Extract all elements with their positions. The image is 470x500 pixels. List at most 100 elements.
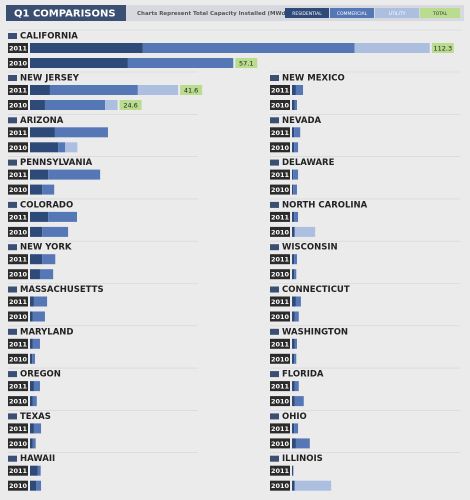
bar-segment — [293, 169, 299, 180]
state-icon — [270, 371, 279, 378]
year-label: 2011 — [271, 213, 290, 221]
year-label: 2010 — [9, 144, 28, 152]
bar-segment — [65, 142, 78, 153]
year-box — [8, 127, 28, 138]
state-title: MASSACHUSETTS — [20, 285, 104, 295]
state-title: CONNECTICUT — [282, 285, 350, 295]
bar-segment — [292, 100, 295, 110]
state-icon — [270, 117, 279, 124]
bar-segment — [294, 396, 304, 407]
bar-segment — [30, 254, 43, 265]
year-label: 2011 — [271, 87, 290, 95]
bar-segment — [30, 184, 43, 195]
year-label: 2010 — [271, 186, 290, 194]
year-label: 2010 — [9, 271, 28, 279]
bar-segment — [292, 226, 295, 237]
bar-segment — [295, 438, 310, 449]
year-label: 2010 — [9, 60, 28, 68]
bar-segment — [294, 269, 297, 280]
year-label: 2010 — [9, 102, 28, 110]
bar-segment — [30, 396, 33, 407]
state-icon — [8, 159, 17, 166]
year-box — [270, 465, 290, 476]
year-label: 2011 — [271, 340, 290, 348]
bar-segment — [30, 58, 128, 68]
state-icon — [8, 455, 17, 462]
year-box — [270, 184, 290, 195]
year-label: 2010 — [9, 313, 28, 321]
legend-swatch — [330, 8, 374, 18]
bar-segment — [137, 85, 179, 95]
year-box — [270, 296, 290, 307]
legend-label: UTILITY — [389, 11, 406, 17]
year-box — [8, 480, 28, 491]
bar-segment — [292, 353, 295, 364]
year-label: 2011 — [9, 45, 28, 53]
bar-segment — [294, 353, 297, 364]
year-label: 2011 — [9, 87, 28, 95]
year-label: 2010 — [271, 355, 290, 363]
bar-segment — [30, 338, 33, 349]
year-box — [8, 58, 28, 68]
state-icon — [8, 286, 17, 293]
state-title: ILLINOIS — [282, 454, 323, 464]
bar-segment — [105, 100, 118, 110]
year-label: 2011 — [9, 383, 28, 391]
state-icon — [8, 371, 17, 378]
state-icon — [270, 328, 279, 335]
year-label: 2010 — [271, 271, 290, 279]
year-box — [8, 226, 28, 237]
state-title: MARYLAND — [20, 327, 73, 337]
state-title: WASHINGTON — [282, 327, 348, 337]
state-icon — [8, 413, 17, 420]
year-box — [8, 438, 28, 449]
state-title: DELAWARE — [282, 158, 335, 168]
bar-segment — [30, 211, 49, 222]
state-icon — [270, 159, 279, 166]
bar-segment — [30, 226, 43, 237]
total-label: 112.3 — [433, 45, 452, 53]
year-box — [8, 184, 28, 195]
bar-segment — [48, 211, 77, 222]
year-box — [8, 423, 28, 434]
state-icon — [270, 201, 279, 208]
year-box — [270, 381, 290, 392]
year-label: 2011 — [9, 467, 28, 475]
bar-segment — [294, 254, 297, 265]
year-label: 2011 — [271, 383, 290, 391]
bar-segment — [30, 127, 55, 138]
bar-segment — [44, 100, 106, 110]
state-title: NEW MEXICO — [282, 74, 345, 84]
bar-segment — [30, 465, 38, 476]
bar-segment — [30, 353, 33, 364]
bar-segment — [292, 480, 295, 491]
bar-segment — [30, 381, 34, 392]
bar-segment — [292, 423, 295, 434]
bar-segment — [294, 480, 296, 491]
legend-label: RESIDENTIAL — [292, 11, 322, 17]
bar-segment — [32, 438, 36, 449]
legend-swatch — [420, 8, 460, 18]
total-label: 41.6 — [184, 87, 198, 95]
state-title: HAWAII — [20, 454, 55, 464]
year-label: 2011 — [9, 171, 28, 179]
bar-segment — [295, 226, 316, 237]
bar-segment — [294, 423, 299, 434]
state-icon — [270, 455, 279, 462]
year-box — [8, 254, 28, 265]
bar-segment — [33, 381, 40, 392]
year-box — [270, 338, 290, 349]
bar-segment — [354, 43, 430, 53]
year-label: 2011 — [9, 340, 28, 348]
year-label: 2011 — [271, 467, 290, 475]
state-title: WISCONSIN — [282, 243, 338, 253]
bar-segment — [42, 184, 55, 195]
year-box — [270, 211, 290, 222]
year-label: 2011 — [271, 129, 290, 137]
total-label: 24.6 — [123, 102, 137, 110]
bar-segment — [294, 311, 299, 322]
state-icon — [270, 244, 279, 251]
year-box — [8, 465, 28, 476]
bar-segment — [33, 423, 42, 434]
total-box — [235, 58, 258, 68]
